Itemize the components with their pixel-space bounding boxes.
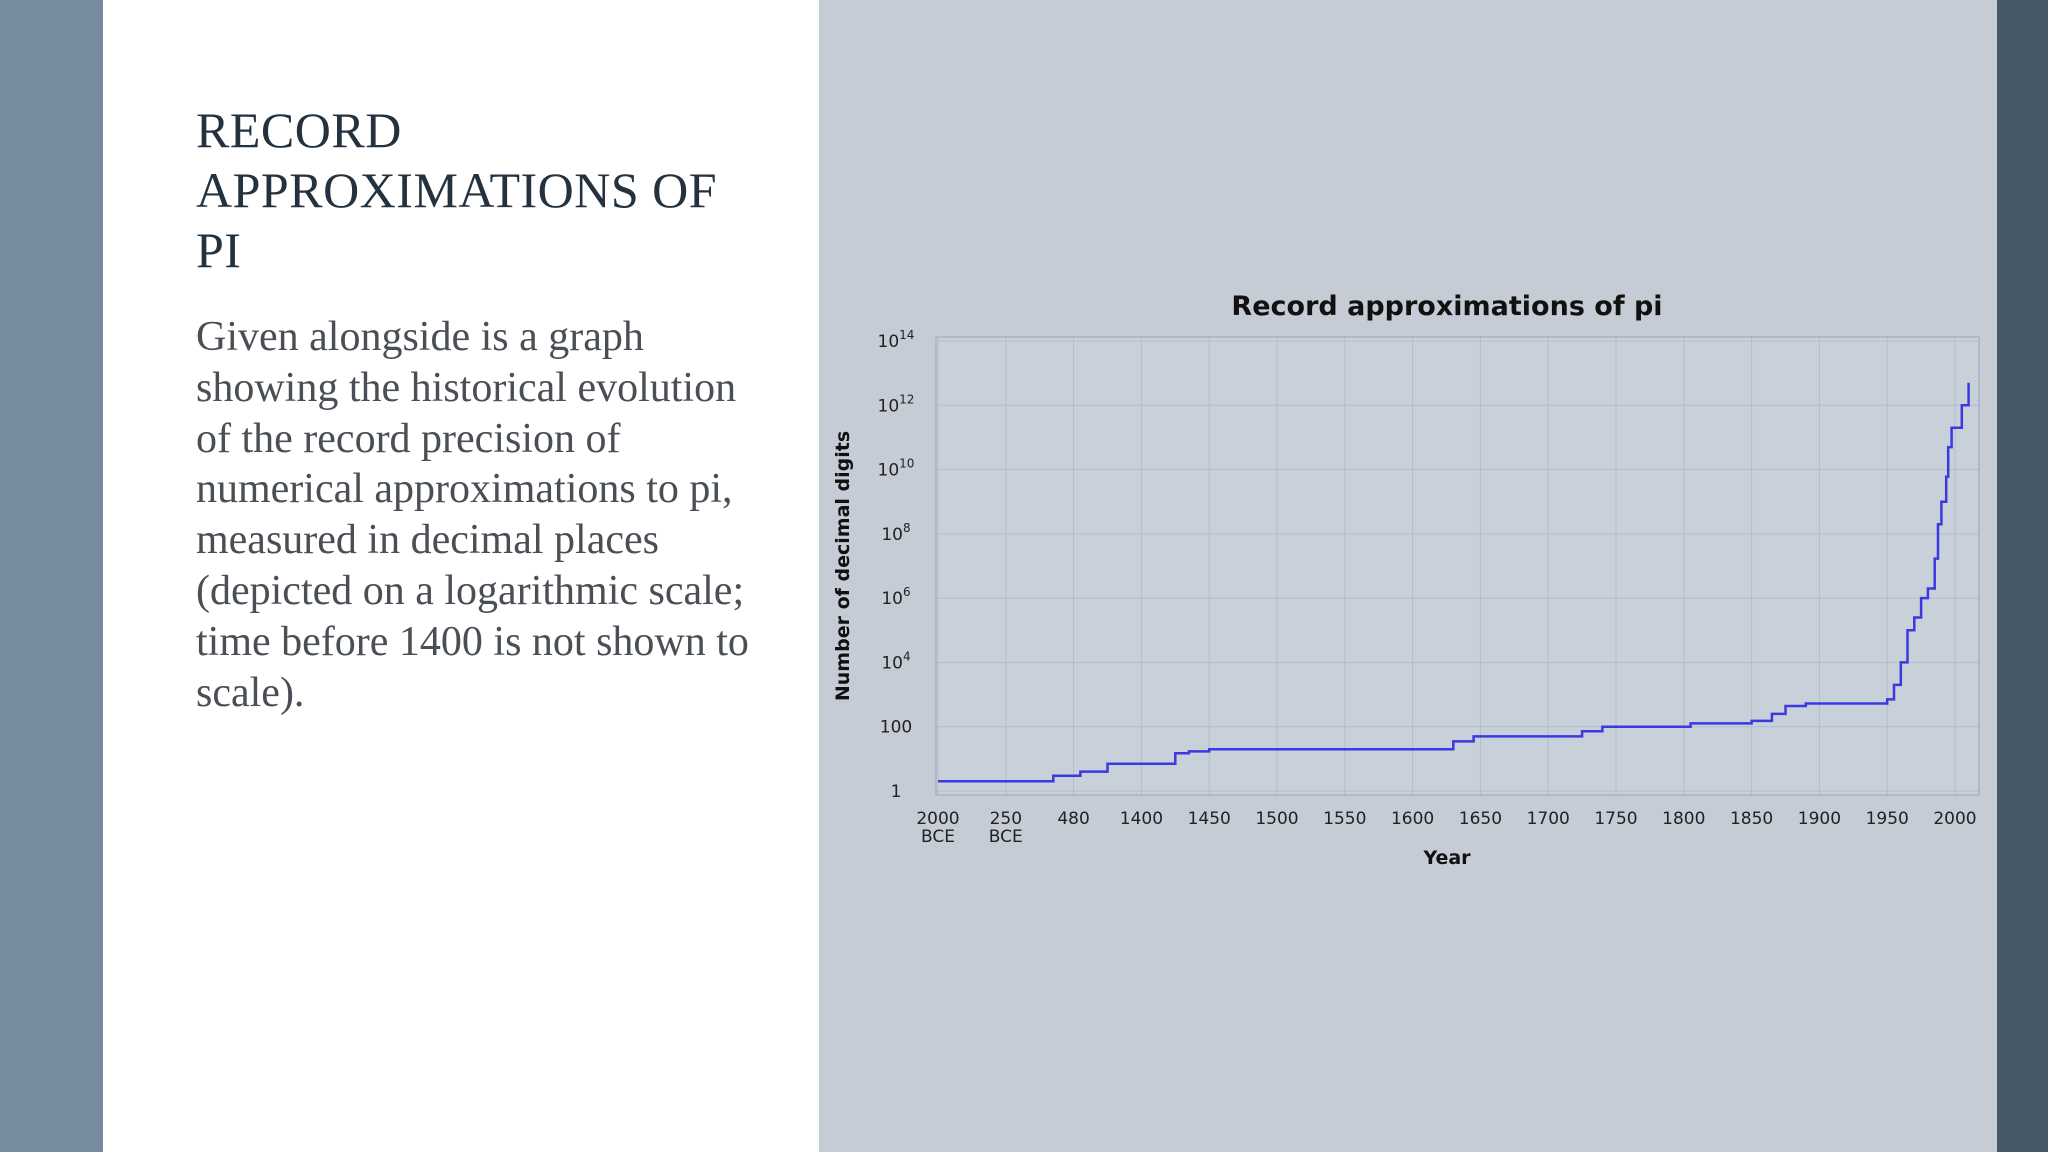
x-tick-label: 2000: [1933, 809, 1976, 829]
grid-lines: [936, 337, 1979, 795]
y-tick-label: 100: [880, 718, 912, 738]
x-tick-label: 1600: [1391, 809, 1434, 829]
x-tick-label: 480: [1057, 809, 1089, 829]
plot-frame: [935, 336, 1980, 796]
y-tick-label: 1010: [878, 457, 915, 481]
y-tick-label: 1014: [878, 328, 915, 352]
x-tick-label: 250: [990, 809, 1022, 829]
x-tick-label: 1800: [1662, 809, 1705, 829]
x-tick-sublabel: BCE: [921, 827, 955, 847]
x-tick-label: 1450: [1188, 809, 1231, 829]
y-tick-label: 108: [881, 521, 910, 545]
plot-area: [936, 337, 1979, 795]
x-tick-label: 1950: [1866, 809, 1909, 829]
x-tick-label: 1400: [1120, 809, 1163, 829]
x-tick-label: 1900: [1798, 809, 1841, 829]
x-axis-label: Year: [1422, 847, 1471, 869]
x-tick-label: 1500: [1255, 809, 1298, 829]
text-panel: [103, 0, 819, 1152]
slide-title: RECORD APPROXIMATIONS OF PI: [196, 102, 718, 278]
x-tick-label: 1700: [1527, 809, 1570, 829]
y-axis-ticks: 1 100 104 106 108 1010 1012 1014: [878, 328, 915, 802]
x-tick-sublabel: BCE: [989, 827, 1023, 847]
x-tick-label: 1750: [1594, 809, 1637, 829]
series-line-record-digits: [938, 382, 1970, 783]
y-tick-label: 1: [891, 782, 902, 802]
x-tick-label: 2000: [916, 809, 959, 829]
y-tick-label: 106: [881, 585, 910, 609]
chart-title: Record approximations of pi: [1231, 291, 1662, 322]
x-tick-label: 1550: [1323, 809, 1366, 829]
slide-body-text: Given alongside is a graph showing the h…: [196, 314, 749, 716]
y-axis-label: Number of decimal digits: [832, 431, 854, 701]
y-tick-label: 104: [881, 649, 910, 673]
right-accent-band: [1997, 0, 2048, 1152]
left-accent-band: [0, 0, 103, 1152]
x-tick-label: 1850: [1730, 809, 1773, 829]
y-tick-label: 1012: [878, 392, 915, 416]
x-tick-label: 1650: [1459, 809, 1502, 829]
